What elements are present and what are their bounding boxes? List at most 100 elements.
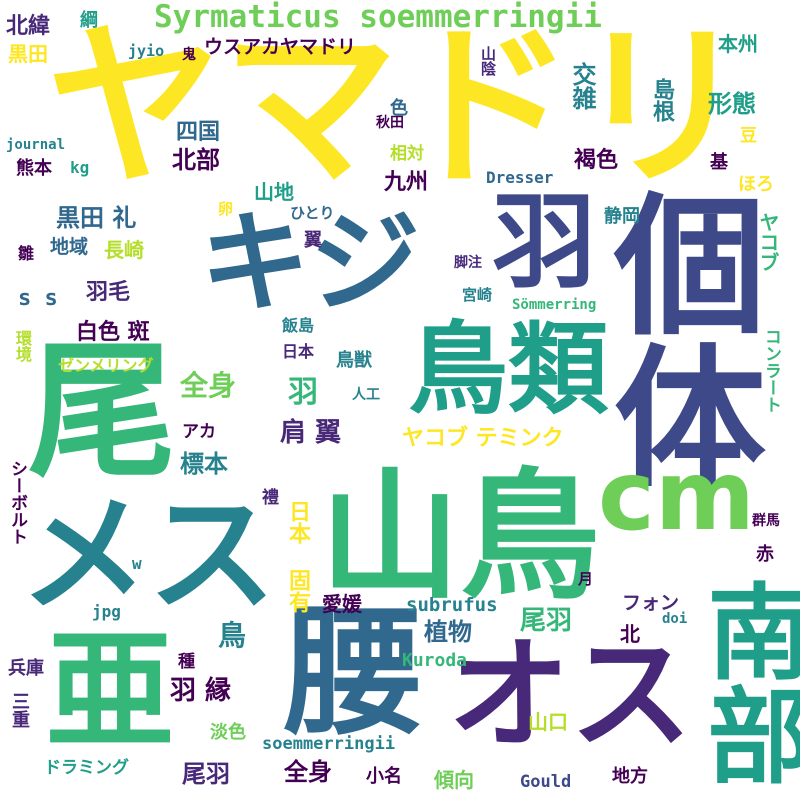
word-tanshoku: 淡色 [210,722,246,743]
word-keikou: 傾向 [434,768,474,792]
word-aka: アカ [182,422,216,442]
word-yakobu-temminck: ヤコブ テミンク [402,426,564,451]
word-nihon-koyuu: 日本 固有 [285,500,310,613]
word-shu: 種 [178,652,195,672]
word-akita: 秋田 [376,115,404,131]
word-gould: Gould [520,772,572,792]
word-kumamoto: 熊本 [16,158,52,179]
word-rei: 禮 [262,488,279,508]
word-obane-mid: 尾羽 [520,606,573,636]
word-ran: 卵 [218,200,234,218]
word-yamaguchi: 山口 [528,710,568,734]
word-zenshin-mid: 全身 [180,369,237,402]
word-iro: 色 [390,98,408,119]
word-dresser: Dresser [486,168,554,187]
word-tsuna: 綱 [80,10,98,31]
word-kata-tsubasa: 肩 翼 [280,418,342,448]
word-shizuoka: 静岡 [604,206,640,227]
word-subrufus: subrufus [406,594,498,616]
word-ss: s s [18,286,58,311]
word-hakushoku-han: 白色 斑 [76,320,150,345]
word-kuroda-top: 黒田 [8,42,48,66]
word-syrmaticus: Syrmaticus soemmerringii [154,0,602,35]
word-sommerring: Sömmerring [512,297,597,313]
word-a: 亜 [46,617,175,766]
word-aka-kanji: 赤 [756,544,774,565]
word-ehime: 愛媛 [322,592,362,616]
word-hane-fuchi: 羽 縁 [170,676,232,706]
word-doraming: ドラミング [44,758,129,778]
word-kyushu: 九州 [384,170,429,195]
word-chihou: 地方 [612,766,648,787]
word-cm: cm [598,440,755,552]
word-sanchi: 山地 [254,180,294,204]
word-nagasaki: 長崎 [104,238,144,262]
word-kyakuchu: 脚注 [454,255,482,271]
word-kotai: 個体 [588,186,765,490]
word-kouzatsu: 交雑 [568,62,596,110]
word-honshu: 本州 [718,32,758,56]
word-nihon: 日本 [282,342,315,361]
word-zenshin-low: 全身 [284,758,332,786]
word-soutai: 相対 [390,144,424,164]
word-sanin: 山陰 [479,46,497,76]
word-kona: 小名 [366,766,402,787]
word-miyazaki: 宮崎 [462,286,493,304]
word-usuakayamadori: ウスアカヤマドリ [204,36,357,58]
word-hina: 雛 [18,244,35,263]
word-obane-low: 尾羽 [182,760,230,788]
word-gunma: 群馬 [752,513,780,529]
word-hyogo: 兵庫 [8,658,44,679]
word-hyouhon: 標本 [180,450,228,478]
word-hokubu: 北部 [172,146,220,174]
word-shimane: 島根 [649,78,674,122]
word-kuroda-latin: Kuroda [402,650,468,671]
word-hane-big: 羽 [492,181,597,303]
word-mie: 三重 [9,692,30,728]
word-concert: コンラート [761,328,781,413]
word-nanbu: 南部 [689,578,800,786]
word-chourui: 鳥類 [408,311,608,428]
word-kita: 北 [620,622,640,646]
word-hitori: ひとり [290,204,335,222]
word-kiji: キジ [200,199,420,327]
word-w: w [132,554,142,573]
word-zenmeringu: ゼンメリング [58,356,154,375]
word-chiiki: 地域 [50,236,89,258]
word-choujuu: 鳥獣 [336,350,372,371]
word-keitai: 形態 [708,90,756,118]
word-tsubasa-small: 翼 [304,230,322,251]
word-iijima: 飯島 [282,316,315,335]
word-kankyo: 環境 [13,330,32,362]
word-jpg: jpg [92,602,121,621]
word-doi: doi [662,611,688,627]
word-tori: 鳥 [218,619,247,652]
word-hokui: 北緯 [6,14,51,39]
word-fon: フォン [622,592,680,614]
word-horo: ほろ [738,174,774,195]
word-soemmerringii: soemmerringii [262,734,396,754]
word-jyio: jyio [128,42,165,60]
word-shikoku: 四国 [176,120,221,145]
word-kasshoku: 褐色 [574,148,619,173]
word-kuroda-rei: 黒田 礼 [56,204,137,232]
word-mesu: メス [20,481,277,630]
word-journal: journal [6,137,66,153]
word-umou: 羽毛 [86,280,131,305]
word-ki: 基 [710,152,728,173]
word-oni: 鬼 [182,47,196,63]
word-yamadori: ヤマドリ [46,5,751,210]
word-jinkou: 人工 [352,387,380,403]
word-hane-mid: 羽 [288,375,318,410]
word-shokubutsu: 植物 [424,618,472,646]
word-yasukobu: ヤコブ [756,212,780,272]
word-siebold: シーボルト [7,460,27,545]
word-kg: kg [70,158,90,177]
word-tsuki: 月 [578,570,594,588]
word-osu: オス [448,624,692,766]
word-yamadori-kanji: 山鳥 [320,456,601,619]
word-o: 尾 [28,326,176,498]
word-koshi: 腰 [284,592,425,755]
word-mame: 豆 [740,126,757,146]
